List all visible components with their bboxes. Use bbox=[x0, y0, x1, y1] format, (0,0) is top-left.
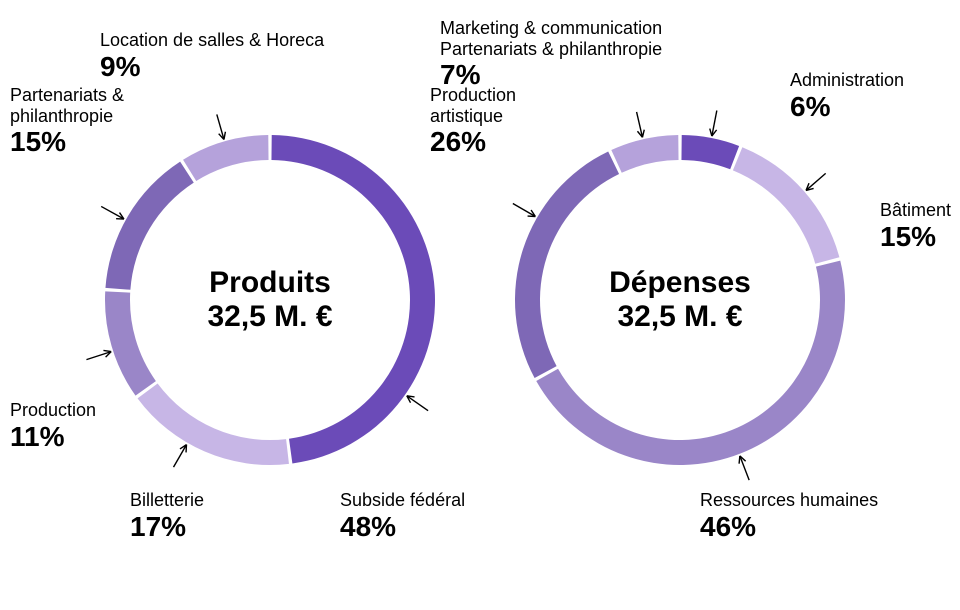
callout-arrow bbox=[806, 173, 826, 190]
callout-arrow bbox=[86, 350, 111, 359]
figure: { "canvas": { "width": 960, "height": 61… bbox=[0, 0, 960, 610]
slice-produits-2 bbox=[105, 291, 156, 395]
center-title-line2: 32,5 M. € bbox=[609, 300, 751, 334]
label-produits-4: Location de salles & Horeca9% bbox=[100, 30, 324, 83]
slice-label-percent: 15% bbox=[880, 221, 951, 253]
slice-label-percent: 15% bbox=[10, 126, 124, 158]
label-produits-1: Billetterie17% bbox=[130, 490, 204, 543]
slice-label-name: Ressources humaines bbox=[700, 490, 878, 511]
center-title-line1: Produits bbox=[207, 266, 332, 300]
slice-label-percent: 9% bbox=[100, 51, 324, 83]
label-depenses-4: Marketing & communication Partenariats &… bbox=[440, 18, 662, 92]
slice-depenses-4 bbox=[611, 135, 678, 173]
callout-arrow bbox=[710, 111, 717, 137]
center-title-produits: Produits32,5 M. € bbox=[207, 266, 332, 334]
slice-label-percent: 46% bbox=[700, 511, 878, 543]
slice-label-percent: 11% bbox=[10, 421, 96, 453]
slice-produits-1 bbox=[138, 383, 289, 465]
label-produits-3: Partenariats & philanthropie15% bbox=[10, 85, 124, 159]
slice-label-name: Administration bbox=[790, 70, 904, 91]
callout-arrow bbox=[101, 206, 124, 219]
slice-depenses-3 bbox=[515, 151, 619, 378]
callout-arrow bbox=[407, 396, 428, 411]
slice-label-name: Location de salles & Horeca bbox=[100, 30, 324, 51]
slice-label-percent: 17% bbox=[130, 511, 204, 543]
slice-label-name: Partenariats & philanthropie bbox=[10, 85, 124, 126]
center-title-line2: 32,5 M. € bbox=[207, 300, 332, 334]
center-title-line1: Dépenses bbox=[609, 266, 751, 300]
callout-arrow bbox=[637, 112, 645, 137]
slice-label-name: Subside fédéral bbox=[340, 490, 465, 511]
slice-depenses-0 bbox=[681, 135, 739, 169]
callout-arrow bbox=[739, 456, 749, 480]
label-produits-2: Production11% bbox=[10, 400, 96, 453]
label-depenses-0: Administration6% bbox=[790, 70, 904, 123]
slice-label-percent: 48% bbox=[340, 511, 465, 543]
callout-arrow bbox=[513, 204, 536, 217]
slice-produits-4 bbox=[183, 135, 268, 181]
callout-arrow bbox=[217, 114, 226, 139]
slice-label-percent: 6% bbox=[790, 91, 904, 123]
slice-label-percent: 26% bbox=[430, 126, 516, 158]
label-depenses-1: Bâtiment15% bbox=[880, 200, 951, 253]
slice-label-percent: 7% bbox=[440, 59, 662, 91]
slice-label-name: Billetterie bbox=[130, 490, 204, 511]
center-title-depenses: Dépenses32,5 M. € bbox=[609, 266, 751, 334]
slice-produits-3 bbox=[105, 162, 193, 290]
label-depenses-3: Production artistique26% bbox=[430, 85, 516, 159]
slice-label-name: Production bbox=[10, 400, 96, 421]
label-produits-0: Subside fédéral48% bbox=[340, 490, 465, 543]
callout-arrow bbox=[174, 445, 187, 468]
slice-label-name: Marketing & communication Partenariats &… bbox=[440, 18, 662, 59]
slice-depenses-1 bbox=[733, 147, 839, 264]
slice-label-name: Bâtiment bbox=[880, 200, 951, 221]
label-depenses-2: Ressources humaines46% bbox=[700, 490, 878, 543]
